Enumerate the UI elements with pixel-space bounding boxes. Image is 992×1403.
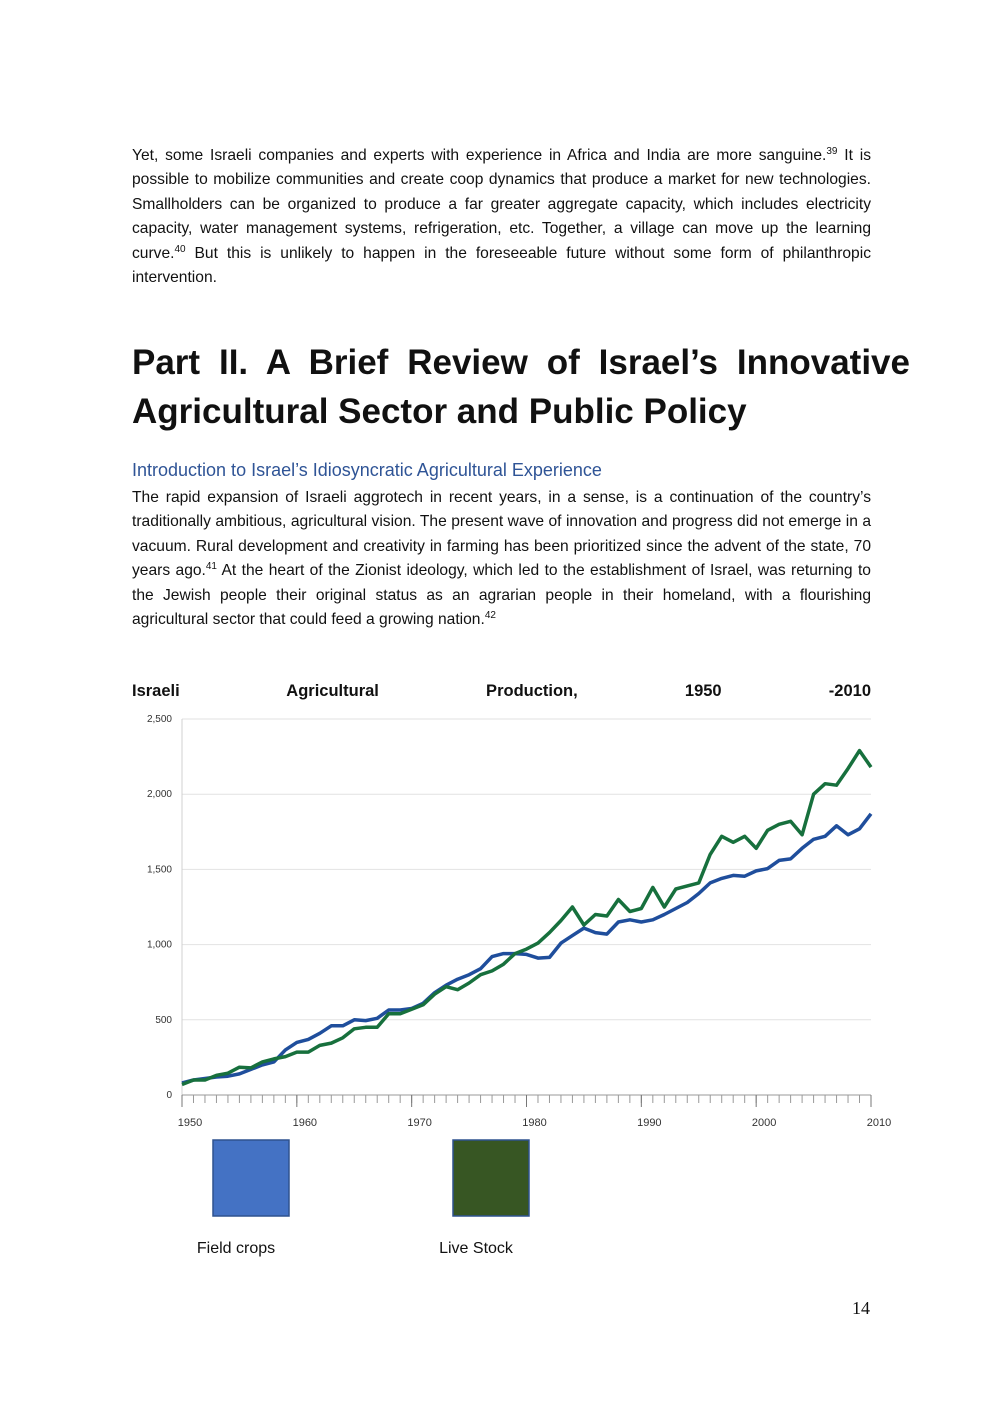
footnote-ref: 39: [826, 146, 838, 157]
x-tick-label: 1950: [178, 1117, 202, 1129]
y-tick-label: 2,000: [147, 789, 172, 800]
y-tick-label: 500: [155, 1015, 172, 1026]
x-tick-label: 1970: [407, 1117, 431, 1129]
y-tick-label: 1,000: [147, 940, 172, 951]
subheading: Introduction to Israel’s Idiosyncratic A…: [132, 460, 602, 480]
legend-swatch: [452, 1139, 530, 1217]
footnote-ref: 41: [205, 561, 217, 573]
text: But this is unlikely to happen in the fo…: [132, 244, 871, 287]
paragraph: Yet, some Israeli companies and experts …: [132, 144, 871, 290]
y-tick-label: 2,500: [147, 714, 172, 725]
line-series: [181, 748, 873, 1087]
footnote-ref: 40: [174, 243, 186, 255]
text: The rapid expansion of Israeli aggrotech…: [132, 489, 871, 580]
paragraph: The rapid expansion of Israeli aggrotech…: [132, 486, 871, 632]
text: Yet, some Israeli companies and experts …: [132, 147, 827, 164]
legend-swatch: [212, 1139, 290, 1217]
chart-title: Israeli Agricultural Production, 1950 -2…: [132, 682, 871, 700]
x-tick-label: 2000: [752, 1117, 776, 1129]
y-tick-label: 0: [166, 1090, 172, 1101]
footnote-ref: 42: [484, 610, 496, 622]
legend-label: Field crops: [197, 1240, 275, 1257]
line-series: [181, 812, 873, 1085]
heading: Part II. A Brief Review of Israel’s Inno…: [132, 343, 910, 431]
y-tick-label: 1,500: [147, 864, 172, 875]
text: It is possible to mobilize communities a…: [132, 147, 871, 262]
text: At the heart of the Zionist ideology, wh…: [132, 562, 871, 629]
legend-label: Live Stock: [439, 1240, 514, 1257]
x-tick-label: 1960: [293, 1117, 317, 1129]
x-tick-label: 2010: [867, 1117, 891, 1129]
x-tick-label: 1980: [522, 1117, 546, 1129]
page-number: 14: [852, 1298, 870, 1318]
x-tick-label: 1990: [637, 1117, 661, 1129]
